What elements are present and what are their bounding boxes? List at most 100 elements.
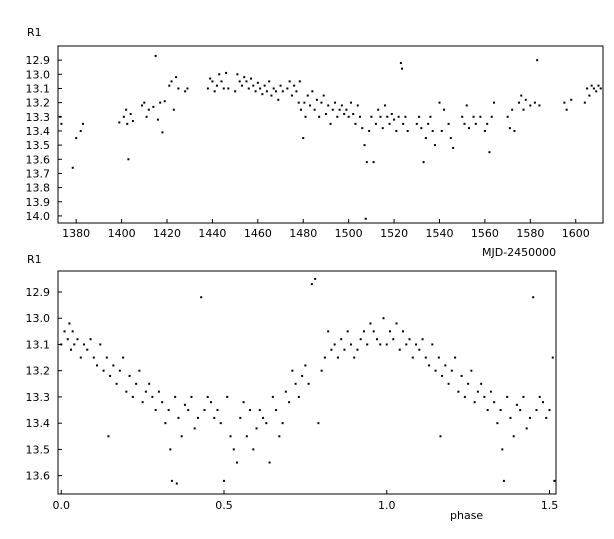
data-point xyxy=(161,401,164,404)
data-point xyxy=(320,369,323,372)
data-point xyxy=(420,127,423,130)
x-tick-label: 1420 xyxy=(153,227,181,240)
data-point xyxy=(354,122,357,125)
data-point xyxy=(203,409,206,412)
data-point xyxy=(167,409,170,412)
data-point xyxy=(315,98,318,101)
data-point xyxy=(227,87,230,90)
data-point xyxy=(249,409,252,412)
data-point xyxy=(452,146,455,149)
data-point xyxy=(327,330,330,333)
data-point xyxy=(522,108,525,111)
data-point xyxy=(115,382,118,385)
x-tick-label: 1440 xyxy=(198,227,226,240)
data-point xyxy=(488,151,491,154)
data-point xyxy=(302,137,305,140)
data-point xyxy=(163,100,166,103)
data-point xyxy=(170,479,173,482)
data-point xyxy=(480,382,483,385)
data-point xyxy=(193,427,196,430)
data-point xyxy=(431,129,434,132)
chart-phase-folded: R1 phase 0.0 0.5 1.0 1.5 12.9 13.0 13.1 13.2 13… xyxy=(26,253,559,522)
data-point xyxy=(406,129,409,132)
data-point xyxy=(297,101,300,104)
data-point xyxy=(258,409,261,412)
data-point xyxy=(109,374,112,377)
plot-frame xyxy=(57,45,604,224)
data-point xyxy=(298,80,301,83)
data-point xyxy=(340,104,343,107)
data-point xyxy=(356,348,359,351)
data-point xyxy=(509,416,512,419)
data-point xyxy=(438,101,441,104)
data-point xyxy=(99,343,102,346)
data-point xyxy=(440,129,443,132)
data-point xyxy=(444,364,447,367)
data-point xyxy=(307,382,310,385)
data-point xyxy=(447,122,450,125)
data-point xyxy=(343,348,346,351)
data-point xyxy=(255,427,258,430)
data-point xyxy=(122,115,125,118)
data-point xyxy=(506,115,509,118)
data-point xyxy=(219,422,222,425)
data-point xyxy=(502,479,505,482)
data-point xyxy=(68,322,71,325)
data-point xyxy=(370,115,373,118)
data-point xyxy=(211,80,214,83)
data-point xyxy=(262,416,265,419)
data-point xyxy=(447,382,450,385)
data-point xyxy=(545,416,548,419)
data-point xyxy=(107,435,110,438)
y-tick-label: 13.6 xyxy=(26,470,51,483)
data-point xyxy=(463,122,466,125)
data-point xyxy=(277,98,280,101)
data-point xyxy=(229,435,232,438)
data-point xyxy=(454,356,457,359)
data-point xyxy=(314,277,317,280)
data-point xyxy=(463,395,466,398)
data-point xyxy=(200,296,203,299)
data-point xyxy=(186,87,189,90)
data-point xyxy=(415,122,418,125)
data-point xyxy=(468,127,471,130)
data-point xyxy=(402,122,405,125)
data-point xyxy=(583,101,586,104)
data-point xyxy=(168,84,171,87)
data-point xyxy=(60,343,63,346)
data-point xyxy=(384,104,386,107)
x-tick-label: 0.0 xyxy=(53,499,71,512)
data-point xyxy=(365,161,368,164)
data-point xyxy=(86,348,89,351)
data-point xyxy=(411,356,414,359)
data-point xyxy=(175,482,178,485)
y-tick-label: 13.0 xyxy=(26,312,51,325)
data-point xyxy=(159,101,162,104)
x-axis-label: MJD-2450000 xyxy=(482,246,556,259)
data-point xyxy=(156,118,159,121)
data-point xyxy=(323,356,326,359)
data-point xyxy=(511,108,514,111)
data-point xyxy=(421,338,424,341)
data-point xyxy=(519,409,522,412)
data-point xyxy=(347,115,350,118)
data-point xyxy=(218,73,221,76)
data-point xyxy=(395,129,398,132)
data-point xyxy=(66,338,69,341)
data-point xyxy=(213,416,216,419)
data-point xyxy=(236,73,239,76)
x-tick-label: 1400 xyxy=(108,227,136,240)
data-point xyxy=(588,94,591,97)
y-tick-label: 12.9 xyxy=(26,54,51,67)
data-point xyxy=(154,54,157,57)
data-point xyxy=(489,390,492,393)
data-point xyxy=(490,115,493,118)
data-point xyxy=(336,356,339,359)
data-point xyxy=(247,87,250,90)
data-point xyxy=(493,101,495,104)
data-point xyxy=(330,348,333,351)
y-tick-label: 13.3 xyxy=(26,111,51,124)
data-point xyxy=(265,90,268,93)
data-point xyxy=(278,435,281,438)
data-point xyxy=(154,409,157,412)
